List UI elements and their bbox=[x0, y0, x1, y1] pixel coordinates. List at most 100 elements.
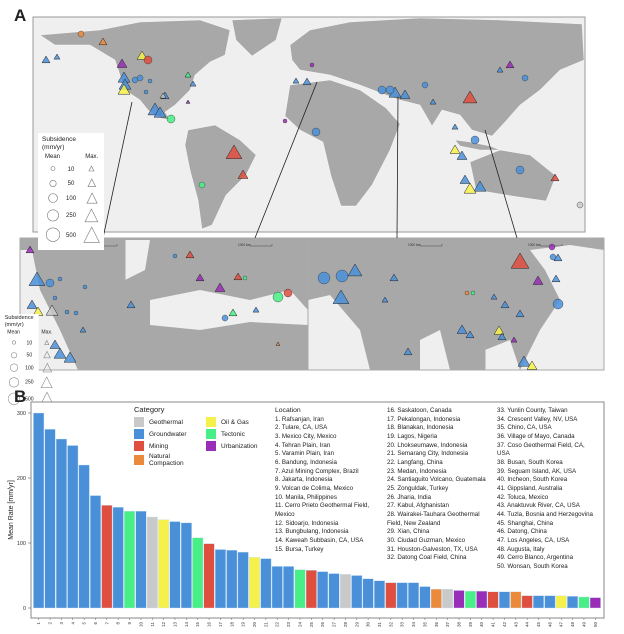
legend-swatch bbox=[134, 429, 144, 439]
x-tick-label: 24 bbox=[297, 622, 302, 628]
mean-subsidence-marker bbox=[283, 288, 293, 298]
x-tick-label: 44 bbox=[525, 622, 530, 628]
max-subsidence-marker bbox=[505, 60, 515, 69]
max-subsidence-marker bbox=[465, 330, 475, 339]
landmass-eurasia bbox=[289, 17, 585, 137]
legend-value: 100 bbox=[66, 196, 77, 203]
location-item: 47. Los Angeles, CA, USA bbox=[497, 536, 570, 544]
category-legend-title: Category bbox=[134, 405, 165, 414]
inset-connector-line bbox=[102, 101, 133, 239]
mean-subsidence-marker bbox=[521, 74, 529, 82]
max-subsidence-marker bbox=[214, 282, 226, 292]
mean-size-circle bbox=[42, 163, 63, 178]
mean-subsidence-marker bbox=[272, 291, 284, 303]
location-item: 49. Cerro Blanco, Argentina bbox=[497, 554, 574, 562]
bar-31 bbox=[374, 580, 385, 609]
landmass-south-america bbox=[184, 124, 257, 230]
max-subsidence-marker bbox=[526, 360, 538, 370]
mean-subsidence-marker bbox=[576, 201, 584, 209]
bar-28 bbox=[339, 574, 351, 609]
legend-swatch bbox=[206, 417, 216, 427]
mean-subsidence-marker bbox=[548, 243, 556, 251]
bar-7 bbox=[101, 505, 113, 609]
y-tick-label: 0 bbox=[23, 606, 26, 612]
bar-2 bbox=[44, 429, 56, 609]
x-tick-label: 10 bbox=[138, 622, 143, 628]
max-subsidence-marker bbox=[332, 289, 350, 304]
mean-size-circle bbox=[5, 376, 23, 392]
bar-45 bbox=[533, 595, 544, 609]
mean-label: Mean bbox=[7, 330, 21, 336]
mean-subsidence-marker bbox=[45, 278, 55, 288]
max-subsidence-marker bbox=[49, 339, 61, 349]
x-tick-label: 32 bbox=[388, 622, 393, 628]
legend-value: 500 bbox=[25, 397, 34, 403]
inset-connector-line bbox=[254, 81, 318, 239]
legend-label: Mining bbox=[149, 442, 169, 450]
x-tick-label: 21 bbox=[263, 622, 268, 628]
location-item: 36. Village of Mayo, Canada bbox=[497, 432, 575, 440]
max-subsidence-marker bbox=[490, 293, 498, 300]
location-item: 46. Datong, China bbox=[497, 528, 547, 536]
bar-22 bbox=[271, 566, 283, 609]
x-tick-label: 18 bbox=[229, 622, 234, 628]
location-item: 26. Jharia, India bbox=[387, 493, 432, 501]
legend-size-table: Mean Max. 10 50 100 250 500 bbox=[5, 329, 58, 410]
x-tick-label: 42 bbox=[502, 622, 507, 628]
x-tick-label: 11 bbox=[150, 622, 155, 627]
bar-21 bbox=[260, 558, 272, 609]
location-item: 48. Augusta, Italy bbox=[497, 545, 545, 553]
location-item: 13. Bungbulang, Indonesia bbox=[275, 528, 349, 536]
location-item: 21. Semarang City, Indonesia bbox=[387, 450, 469, 458]
mean-subsidence-marker bbox=[242, 275, 248, 281]
max-subsidence-marker bbox=[500, 300, 510, 309]
bar-39 bbox=[464, 590, 476, 609]
panel-b-label: B bbox=[14, 387, 27, 406]
mean-subsidence-marker bbox=[377, 85, 387, 95]
max-subsidence-marker bbox=[63, 351, 77, 363]
x-tick-label: 9 bbox=[127, 622, 132, 625]
x-tick-label: 19 bbox=[241, 622, 246, 628]
x-tick-label: 1 bbox=[36, 622, 41, 625]
location-item: 40. Incheon, South Korea bbox=[497, 476, 568, 484]
max-subsidence-marker bbox=[53, 347, 67, 359]
mean-subsidence-marker bbox=[82, 284, 88, 290]
x-tick-label: 37 bbox=[445, 622, 450, 628]
location-item: 23. Medan, Indonesia bbox=[387, 467, 447, 475]
location-item: 24. Santiaguito Volcano, Guatemala bbox=[387, 476, 486, 484]
legend-swatch bbox=[206, 441, 216, 451]
location-item: 35. Chino, CA, USA bbox=[497, 424, 552, 432]
mean-subsidence-marker bbox=[317, 271, 331, 285]
location-item: 28. Wairakei-Tauhara Geothermal Field, N… bbox=[387, 510, 480, 527]
max-subsidence-marker bbox=[185, 250, 195, 259]
x-tick-label: 23 bbox=[286, 622, 291, 628]
bar-8 bbox=[112, 507, 124, 609]
x-tick-label: 41 bbox=[491, 622, 496, 628]
x-tick-label: 48 bbox=[570, 622, 575, 628]
bar-3 bbox=[55, 438, 67, 609]
mean-subsidence-marker bbox=[166, 114, 176, 124]
x-tick-label: 40 bbox=[479, 622, 484, 628]
max-subsidence-marker bbox=[117, 83, 131, 95]
mean-subsidence-marker bbox=[470, 135, 480, 145]
mean-subsidence-marker bbox=[64, 309, 70, 315]
location-item: 15. Bursa, Turkey bbox=[275, 545, 324, 553]
legend-entry-mining: Mining bbox=[134, 441, 206, 451]
max-subsidence-marker bbox=[347, 263, 363, 277]
location-item: 20. Lhokseumawe, Indonesia bbox=[387, 441, 468, 449]
inset-connector-line bbox=[484, 129, 518, 239]
bar-23 bbox=[283, 566, 295, 609]
x-tick-label: 3 bbox=[59, 622, 64, 625]
max-subsidence-marker bbox=[98, 37, 108, 46]
bar-20 bbox=[249, 557, 261, 609]
x-tick-label: 28 bbox=[343, 622, 348, 628]
legend-swatch bbox=[134, 441, 144, 451]
x-tick-label: 47 bbox=[559, 622, 564, 628]
mean-subsidence-marker bbox=[198, 181, 206, 189]
legend-unit: (mm/yr) bbox=[42, 144, 65, 152]
location-item: 2. Tulare, CA, USA bbox=[275, 424, 328, 432]
landmass-indonesia bbox=[454, 139, 501, 151]
location-item: 5. Varamin Plain, Iran bbox=[275, 450, 335, 458]
max-subsidence-marker bbox=[28, 271, 46, 286]
legend-title: Subsidence bbox=[4, 314, 34, 321]
